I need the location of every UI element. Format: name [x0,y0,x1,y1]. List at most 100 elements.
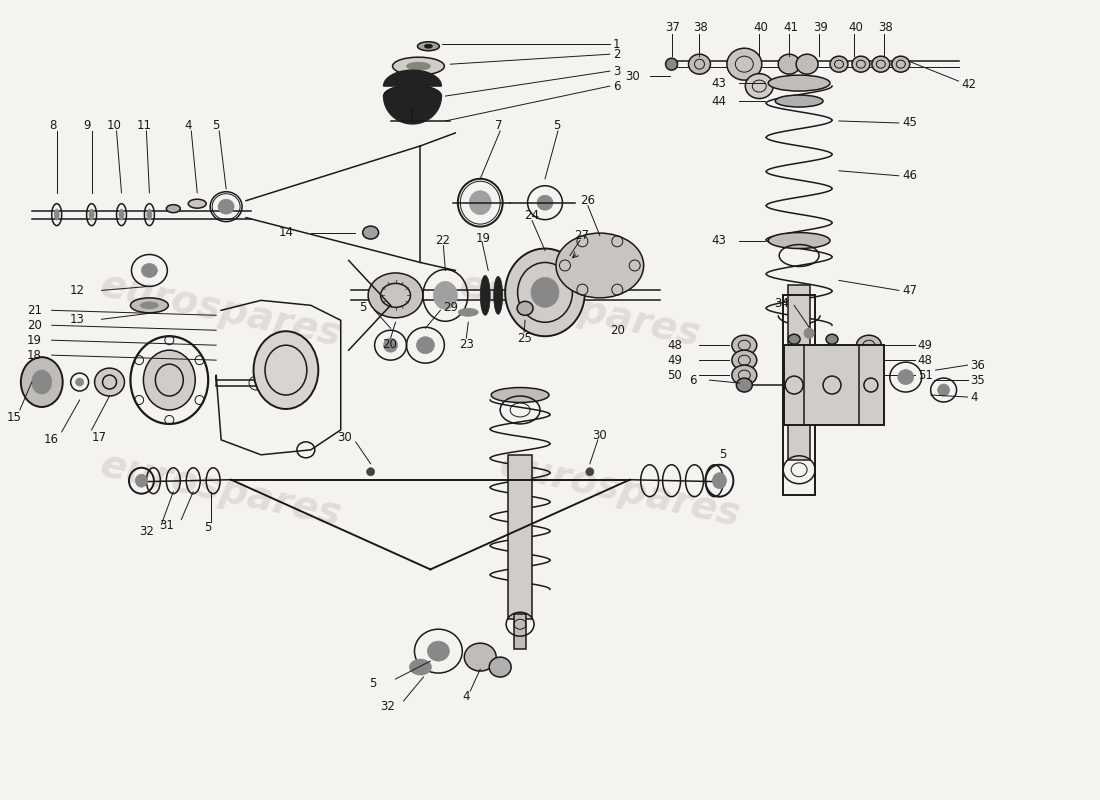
Ellipse shape [776,95,823,107]
Text: 46: 46 [903,170,917,182]
Text: 20: 20 [26,318,42,332]
Ellipse shape [275,377,287,389]
Text: 38: 38 [878,21,892,34]
Text: 17: 17 [91,431,107,444]
Text: 13: 13 [69,313,85,326]
Ellipse shape [789,334,800,344]
Text: 11: 11 [136,119,152,133]
Text: 16: 16 [44,434,58,446]
Text: 42: 42 [961,78,977,90]
Text: 5: 5 [359,301,366,314]
Text: 9: 9 [84,119,91,133]
Ellipse shape [366,468,375,476]
Ellipse shape [409,659,431,675]
Text: 41: 41 [783,21,799,34]
Ellipse shape [119,209,124,220]
Ellipse shape [143,350,195,410]
Ellipse shape [89,209,95,220]
Ellipse shape [141,302,158,309]
Ellipse shape [464,643,496,671]
Ellipse shape [417,337,434,354]
Text: 47: 47 [903,284,917,297]
Ellipse shape [732,365,757,385]
Text: 32: 32 [381,701,396,714]
Ellipse shape [872,56,890,72]
Ellipse shape [736,378,752,392]
Ellipse shape [746,74,773,98]
Text: 43: 43 [712,234,726,247]
Ellipse shape [147,209,152,220]
Text: 3: 3 [613,65,620,78]
Text: 49: 49 [668,354,683,366]
Text: 34: 34 [774,297,789,310]
Text: 18: 18 [26,349,42,362]
Ellipse shape [131,298,168,313]
Text: 49: 49 [917,338,933,352]
Bar [508,455,532,619]
Ellipse shape [433,282,458,310]
Text: 35: 35 [970,374,986,386]
Ellipse shape [470,190,492,214]
Ellipse shape [727,48,762,80]
Text: eurospares: eurospares [97,266,345,354]
Ellipse shape [830,56,848,72]
Ellipse shape [778,54,800,74]
Text: 51: 51 [917,369,933,382]
Ellipse shape [95,368,124,396]
Text: 5: 5 [212,119,220,133]
Text: 15: 15 [7,411,22,425]
Ellipse shape [425,44,432,48]
Ellipse shape [732,350,757,370]
Text: 48: 48 [668,338,682,352]
Text: 32: 32 [140,525,154,538]
Text: 10: 10 [107,119,121,133]
Ellipse shape [857,335,881,355]
Ellipse shape [517,302,534,315]
Ellipse shape [851,56,870,72]
Bar [514,614,526,649]
Ellipse shape [857,365,881,385]
Text: 22: 22 [436,234,450,247]
Ellipse shape [393,57,444,75]
Ellipse shape [505,249,585,336]
Text: 21: 21 [26,304,42,317]
Ellipse shape [768,233,830,249]
Ellipse shape [481,275,491,315]
Ellipse shape [556,233,644,298]
Ellipse shape [76,378,84,386]
Text: 43: 43 [712,77,726,90]
Text: 6: 6 [613,79,620,93]
Ellipse shape [54,209,59,220]
Ellipse shape [428,641,450,661]
Ellipse shape [857,350,881,370]
Ellipse shape [142,263,157,278]
Text: 45: 45 [903,117,917,130]
Ellipse shape [384,338,397,352]
Ellipse shape [418,42,439,50]
Text: 39: 39 [813,21,828,34]
Text: 5: 5 [368,677,376,690]
Text: eurospares: eurospares [97,446,345,534]
Text: 26: 26 [580,194,595,207]
Text: 48: 48 [917,354,933,366]
Text: 5: 5 [553,119,560,133]
Polygon shape [384,96,441,124]
Text: 14: 14 [279,226,294,239]
Text: 8: 8 [50,119,57,133]
Ellipse shape [892,56,910,72]
Ellipse shape [407,62,430,70]
Ellipse shape [537,195,553,210]
Ellipse shape [21,357,63,407]
Text: 5: 5 [205,521,211,534]
Text: eurospares: eurospares [496,446,744,534]
Text: 6: 6 [690,374,697,386]
Ellipse shape [188,199,206,208]
Text: 19: 19 [26,334,42,346]
Bar [784,345,883,425]
Ellipse shape [586,468,594,476]
Text: 19: 19 [475,232,491,245]
Ellipse shape [768,75,830,91]
Ellipse shape [666,58,678,70]
Ellipse shape [732,335,757,355]
Text: 2: 2 [613,48,620,61]
